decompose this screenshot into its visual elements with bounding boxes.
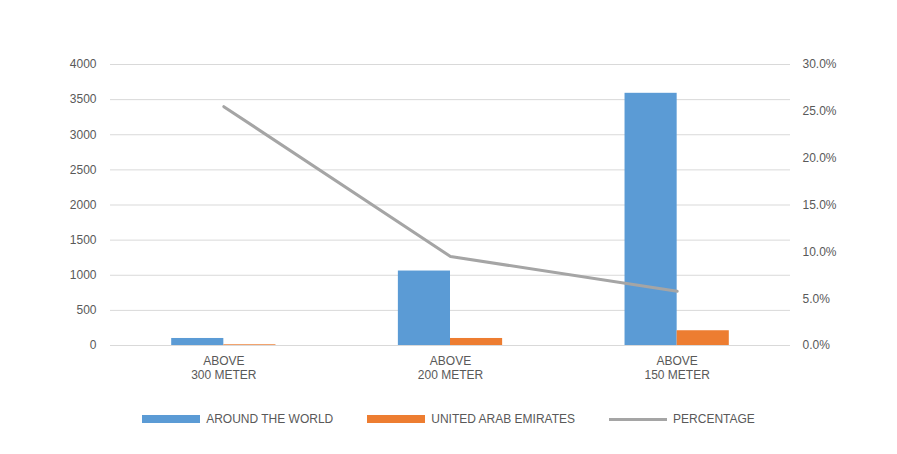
- svg-text:1000: 1000: [70, 268, 97, 282]
- svg-text:1500: 1500: [70, 233, 97, 247]
- svg-text:0.0%: 0.0%: [803, 338, 831, 352]
- svg-text:0: 0: [90, 338, 97, 352]
- svg-text:5.0%: 5.0%: [803, 292, 831, 306]
- svg-text:25.0%: 25.0%: [803, 104, 837, 118]
- svg-text:3000: 3000: [70, 128, 97, 142]
- svg-text:15.0%: 15.0%: [803, 198, 837, 212]
- svg-text:ABOVE200 METER: ABOVE200 METER: [418, 354, 484, 382]
- svg-text:10.0%: 10.0%: [803, 245, 837, 259]
- svg-text:4000: 4000: [70, 57, 97, 71]
- svg-text:500: 500: [76, 303, 96, 317]
- svg-text:ABOVE300 METER: ABOVE300 METER: [191, 354, 257, 382]
- html-text:AROUND THE WORLD: AROUND THE WORLD: [206, 412, 334, 426]
- svg-text:30.0%: 30.0%: [803, 57, 837, 71]
- html-text:UNITED ARAB EMIRATES: UNITED ARAB EMIRATES: [431, 412, 576, 426]
- svg-text:ABOVE150 METER: ABOVE150 METER: [644, 354, 710, 382]
- svg-text:2500: 2500: [70, 163, 97, 177]
- svg-text:2000: 2000: [70, 198, 97, 212]
- html-text:PERCENTAGE: PERCENTAGE: [673, 412, 755, 426]
- svg-text:20.0%: 20.0%: [803, 151, 837, 165]
- svg-text:3500: 3500: [70, 92, 97, 106]
